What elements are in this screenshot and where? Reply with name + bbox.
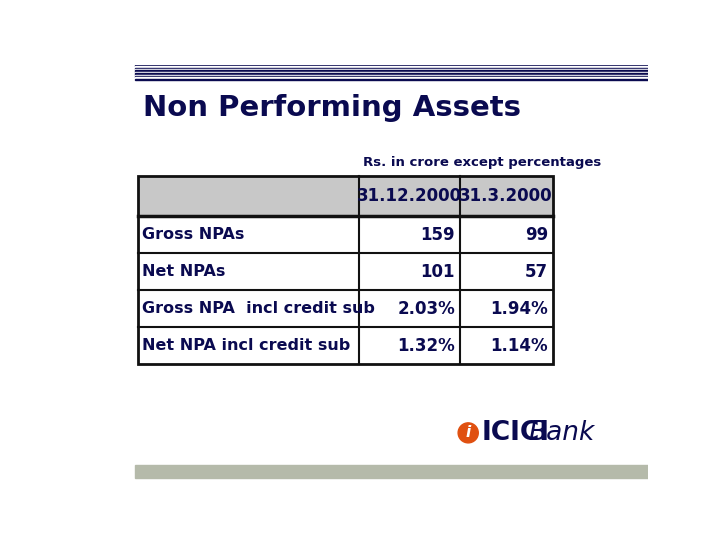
Bar	[138, 327, 553, 365]
Text: Net NPAs: Net NPAs	[142, 265, 225, 279]
Bar	[135, 69, 648, 70]
Text: Bank: Bank	[528, 420, 595, 446]
Bar	[135, 70, 648, 72]
Bar	[138, 217, 553, 253]
Text: 2.03%: 2.03%	[397, 300, 455, 318]
Bar	[135, 66, 648, 68]
Bar	[138, 253, 553, 291]
Bar	[135, 75, 648, 76]
Text: 99: 99	[525, 226, 548, 244]
Text: ICICI: ICICI	[482, 420, 549, 446]
Bar	[135, 72, 648, 73]
Text: 159: 159	[420, 226, 455, 244]
Bar	[135, 65, 648, 66]
Text: Non Performing Assets: Non Performing Assets	[143, 94, 521, 122]
Bar	[138, 291, 553, 327]
Text: Gross NPAs: Gross NPAs	[142, 227, 244, 242]
Bar	[135, 76, 648, 77]
Text: Rs. in crore except percentages: Rs. in crore except percentages	[364, 156, 601, 168]
Text: Gross NPA  incl credit sub: Gross NPA incl credit sub	[142, 301, 375, 316]
Circle shape	[458, 423, 478, 443]
Bar	[138, 177, 553, 217]
Text: 101: 101	[420, 263, 455, 281]
Bar	[135, 73, 648, 75]
Text: i: i	[466, 426, 471, 440]
Bar	[135, 77, 648, 79]
Bar	[138, 177, 553, 364]
Text: 31.12.2000: 31.12.2000	[356, 187, 462, 206]
Text: Net NPA incl credit sub: Net NPA incl credit sub	[142, 339, 350, 353]
Text: 57: 57	[525, 263, 548, 281]
Bar	[135, 465, 648, 477]
Text: 31.3.2000: 31.3.2000	[459, 187, 553, 206]
Bar	[135, 79, 648, 80]
Text: 1.94%: 1.94%	[490, 300, 548, 318]
Text: 1.32%: 1.32%	[397, 337, 455, 355]
Bar	[135, 68, 648, 69]
Text: 1.14%: 1.14%	[490, 337, 548, 355]
